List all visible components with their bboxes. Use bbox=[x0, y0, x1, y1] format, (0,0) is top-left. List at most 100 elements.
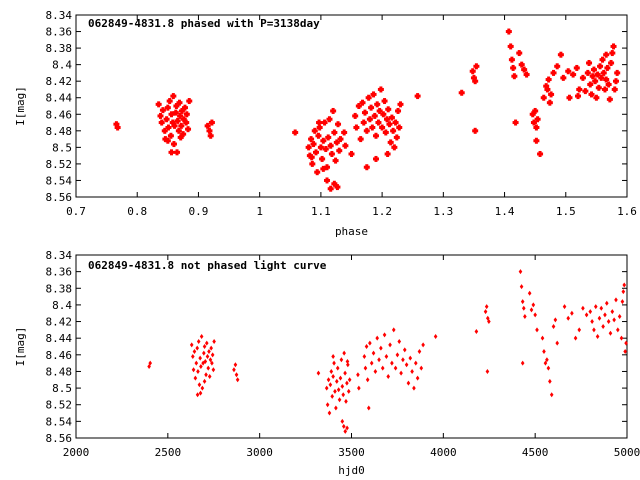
data-point bbox=[382, 332, 387, 338]
data-point bbox=[174, 149, 181, 156]
data-point bbox=[333, 388, 337, 394]
plot-frame bbox=[75, 254, 628, 439]
data-point bbox=[370, 91, 377, 98]
data-point bbox=[472, 78, 479, 85]
y-tick-label: 8.34 bbox=[46, 9, 73, 22]
data-point bbox=[177, 134, 184, 141]
data-point bbox=[311, 127, 318, 134]
data-point bbox=[548, 378, 552, 384]
data-point bbox=[180, 116, 187, 123]
data-point bbox=[175, 127, 182, 134]
data-point bbox=[207, 132, 214, 139]
x-tick-label: 3000 bbox=[246, 446, 273, 459]
data-point bbox=[334, 184, 341, 191]
data-point bbox=[391, 327, 396, 333]
data-point bbox=[343, 370, 347, 376]
data-point bbox=[620, 299, 625, 305]
data-point bbox=[375, 335, 380, 341]
y-tick-label: 8.5 bbox=[52, 382, 72, 395]
data-point bbox=[368, 340, 372, 346]
data-point bbox=[148, 360, 153, 366]
data-point bbox=[542, 348, 546, 354]
data-point bbox=[183, 111, 190, 118]
data-point bbox=[234, 372, 239, 378]
data-point bbox=[207, 348, 211, 354]
data-point bbox=[331, 373, 335, 379]
data-point bbox=[391, 144, 398, 151]
data-point bbox=[560, 74, 567, 81]
data-point bbox=[157, 112, 164, 119]
data-point bbox=[433, 334, 438, 340]
data-point bbox=[198, 355, 202, 361]
data-point bbox=[324, 177, 331, 184]
data-point bbox=[173, 103, 180, 109]
data-point bbox=[314, 169, 321, 176]
data-point bbox=[385, 106, 392, 113]
data-point bbox=[346, 388, 351, 394]
data-point bbox=[386, 121, 393, 128]
data-point bbox=[372, 132, 379, 139]
data-point bbox=[588, 309, 593, 315]
data-point bbox=[505, 28, 512, 35]
x-tick-label: 1.3 bbox=[433, 205, 453, 218]
y-tick-label: 8.38 bbox=[46, 282, 73, 295]
data-point bbox=[345, 425, 349, 431]
data-point bbox=[178, 122, 185, 129]
data-point bbox=[472, 127, 479, 134]
data-point bbox=[545, 76, 552, 83]
data-point bbox=[548, 91, 555, 98]
data-point bbox=[507, 43, 514, 50]
data-point bbox=[601, 86, 608, 93]
data-point bbox=[470, 74, 477, 81]
data-point bbox=[366, 405, 371, 411]
data-point bbox=[338, 375, 343, 381]
data-point bbox=[408, 355, 413, 361]
y-tick-label: 8.46 bbox=[46, 349, 73, 362]
data-point bbox=[169, 119, 176, 126]
data-point bbox=[374, 101, 381, 108]
data-point bbox=[200, 385, 205, 391]
data-point bbox=[164, 104, 171, 111]
data-point bbox=[593, 304, 598, 310]
data-point bbox=[328, 382, 333, 388]
data-point bbox=[324, 164, 331, 171]
data-point bbox=[397, 339, 402, 345]
data-point bbox=[363, 365, 368, 371]
x-tick-label: 4000 bbox=[430, 446, 457, 459]
data-point bbox=[535, 327, 539, 333]
data-point bbox=[336, 147, 343, 154]
data-point bbox=[521, 305, 526, 311]
data-point bbox=[320, 165, 327, 172]
y-tick-label: 8.34 bbox=[46, 249, 73, 262]
y-tick-label: 8.5 bbox=[52, 141, 72, 154]
data-point bbox=[603, 312, 607, 318]
data-point bbox=[577, 327, 582, 333]
data-point bbox=[369, 124, 376, 131]
x-tick-label: 0.7 bbox=[66, 205, 86, 218]
data-point bbox=[520, 299, 525, 305]
data-point bbox=[551, 324, 556, 330]
data-point bbox=[380, 365, 385, 371]
data-point bbox=[363, 127, 370, 134]
data-point bbox=[614, 297, 618, 303]
data-point bbox=[166, 98, 173, 105]
data-point bbox=[343, 428, 348, 434]
y-tick-label: 8.4 bbox=[52, 299, 72, 312]
data-point bbox=[172, 109, 179, 116]
data-point bbox=[330, 393, 335, 399]
data-point bbox=[584, 69, 591, 76]
unphased-light-curve-panel: 2000 2500 3000 3500 4000 4500 5000 8.34 8.36 8.38… bbox=[14, 249, 640, 477]
data-point bbox=[388, 342, 392, 348]
y-tick-label: 8.36 bbox=[46, 26, 73, 39]
data-point bbox=[590, 319, 594, 325]
data-point bbox=[158, 119, 165, 126]
data-point bbox=[329, 368, 334, 374]
data-point bbox=[363, 164, 370, 171]
data-point bbox=[194, 360, 199, 366]
data-point bbox=[373, 368, 378, 374]
data-point bbox=[332, 157, 339, 164]
data-point bbox=[316, 370, 321, 376]
plot-title: 062849-4831.8 not phased light curve bbox=[88, 259, 327, 272]
data-point bbox=[211, 367, 216, 373]
data-point bbox=[384, 353, 389, 359]
